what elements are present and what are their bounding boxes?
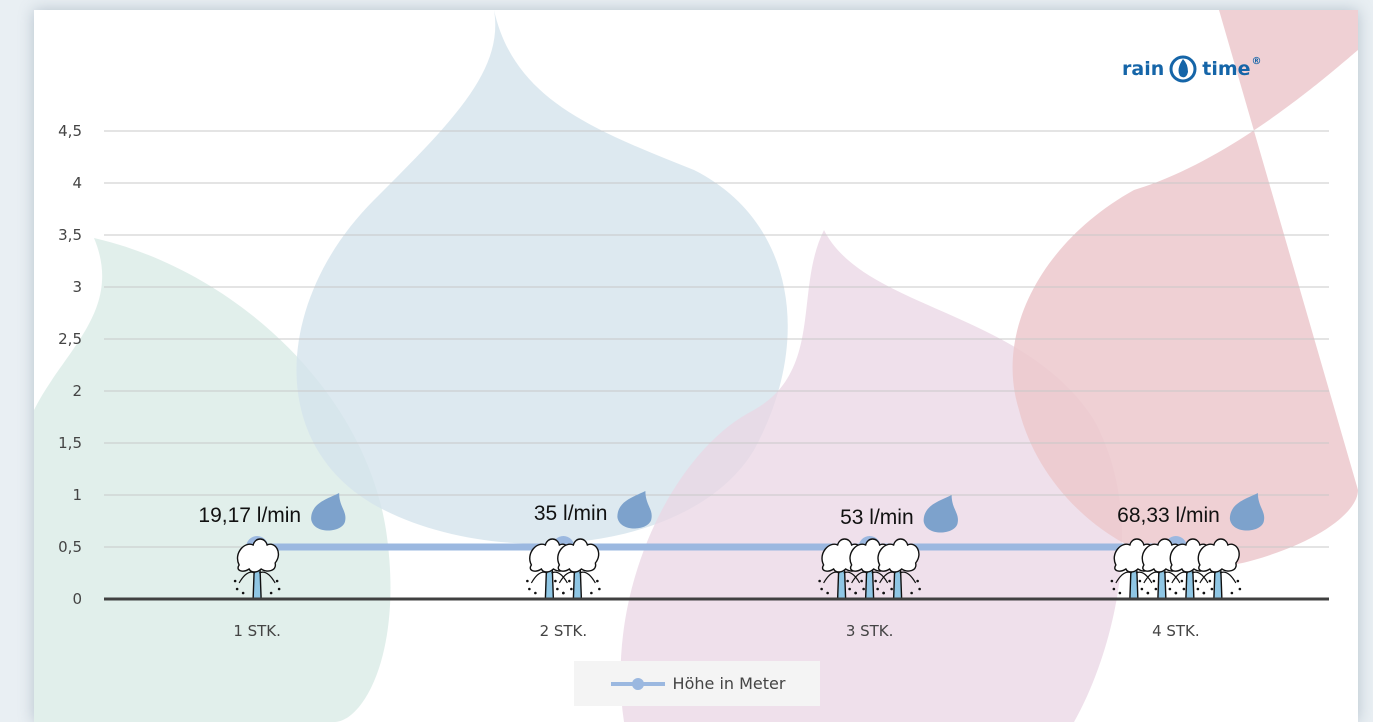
x-tick-label: 4 STK. — [1152, 622, 1200, 640]
y-tick-label: 1 — [72, 486, 82, 504]
data-label: 68,33 l/min — [1117, 504, 1220, 527]
water-drop-icon — [1229, 493, 1265, 531]
water-drop-icon — [311, 493, 346, 531]
logo-text-rain: rain — [1122, 58, 1165, 80]
legend-line-marker-icon — [610, 677, 665, 690]
data-labels: 19,17 l/min 35 l/min 53 l/min 68,33 l/min — [198, 491, 1265, 533]
legend-label: Höhe in Meter — [672, 674, 786, 693]
logo-drop-icon — [1169, 55, 1197, 83]
logo-text-time: time — [1202, 58, 1251, 80]
y-tick-label: 3,5 — [58, 226, 82, 244]
chart-legend: Höhe in Meter — [574, 661, 820, 706]
y-tick-label: 0,5 — [58, 538, 82, 556]
water-drop-icon — [923, 495, 958, 533]
y-tick-label: 4,5 — [58, 122, 82, 140]
fountain-icon — [233, 538, 281, 600]
raintime-logo: rain time ® — [1122, 54, 1262, 84]
x-tick-label: 3 STK. — [846, 622, 894, 640]
fountain-icon — [554, 538, 601, 600]
chart-card: 0 0,5 1 1,5 2 2,5 3 3,5 4 4,5 19,17 l/min 35 l/min… — [34, 10, 1358, 722]
fountain-icon — [818, 538, 865, 600]
y-tick-label: 0 — [72, 590, 82, 608]
x-axis-ticks: 1 STK. 2 STK. 3 STK. 4 STK. — [104, 597, 1329, 640]
y-tick-label: 2,5 — [58, 330, 82, 348]
y-tick-label: 3 — [72, 278, 82, 296]
y-tick-label: 2 — [72, 382, 82, 400]
y-tick-label: 4 — [72, 174, 82, 192]
fountain-icon — [1194, 538, 1242, 600]
fountain-icons — [233, 538, 1242, 600]
chart-svg: 0 0,5 1 1,5 2 2,5 3 3,5 4 4,5 19,17 l/min 35 l/min… — [34, 10, 1358, 722]
background-blob-green — [34, 238, 391, 722]
data-label: 35 l/min — [534, 502, 608, 525]
x-tick-label: 1 STK. — [233, 622, 281, 640]
fountain-icon — [874, 538, 921, 600]
y-tick-label: 1,5 — [58, 434, 82, 452]
logo-registered-mark: ® — [1251, 56, 1262, 67]
data-label: 19,17 l/min — [198, 504, 301, 527]
y-axis-ticks: 0 0,5 1 1,5 2 2,5 3 3,5 4 4,5 — [58, 122, 82, 608]
x-tick-label: 2 STK. — [540, 622, 588, 640]
background-blob-red — [1012, 10, 1358, 567]
data-label: 53 l/min — [840, 506, 914, 529]
background-blob-blue — [296, 10, 788, 544]
water-drop-icon — [617, 491, 652, 529]
background-blobs — [34, 10, 1358, 722]
